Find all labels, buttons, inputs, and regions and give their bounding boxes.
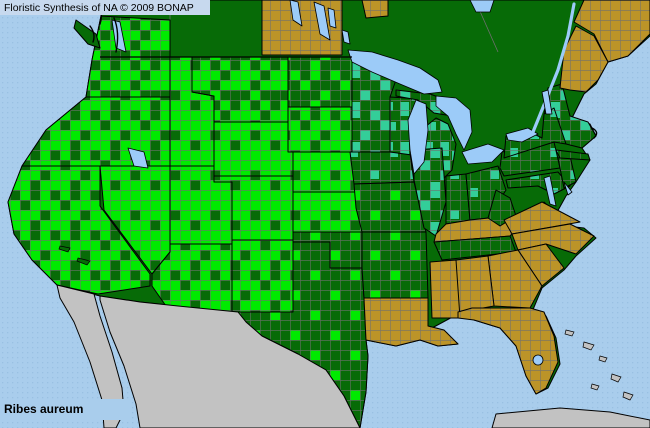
lake-michigan (407, 99, 429, 175)
state-mississippi (429, 259, 461, 319)
state-california (7, 165, 151, 295)
lake-winnipegosis (327, 7, 337, 29)
great-salt-lake (127, 147, 149, 169)
state-south-dakota (287, 106, 353, 153)
lake-superior (347, 49, 443, 95)
state-arkansas (361, 231, 429, 299)
region-bahamas (598, 355, 608, 363)
state-florida (457, 307, 559, 395)
state-missouri (353, 181, 427, 233)
state-wyoming (213, 121, 294, 177)
delaware-bay (563, 181, 573, 196)
state-iowa (349, 151, 415, 185)
state-virginia (503, 201, 581, 235)
channel-islands (76, 257, 91, 266)
lake-erie (461, 143, 505, 165)
state-long-island (555, 149, 591, 161)
lake-champlain (541, 89, 553, 115)
state-west-virginia (487, 189, 517, 227)
region-bahamas (622, 391, 634, 401)
state-north-dakota (287, 56, 353, 108)
region-cuba (491, 407, 650, 428)
lake-of-the-woods (341, 29, 351, 45)
state-maine (559, 25, 609, 93)
lake-manitoba (289, 0, 303, 27)
lake-okeechobee (532, 354, 544, 366)
species-label: Ribes aureum (4, 402, 83, 416)
region-bahamas (590, 383, 600, 391)
channel-islands (58, 245, 71, 253)
lake-huron (435, 95, 473, 151)
lake-winnipeg (313, 1, 331, 41)
state-louisiana (363, 297, 459, 347)
james-bay (469, 0, 495, 13)
puget-sound (111, 19, 127, 53)
region-bahamas (564, 329, 575, 337)
region-baja-california (56, 284, 125, 428)
region-mexico (99, 295, 361, 428)
title-box (0, 0, 210, 15)
cape-cod (591, 127, 598, 139)
region-ontario-nw-patch (361, 0, 389, 19)
lake-ontario (505, 127, 539, 143)
region-bahamas (610, 373, 622, 383)
map-title: Floristic Synthesis of NA © 2009 BONAP (4, 2, 194, 14)
region-bahamas (582, 341, 595, 351)
region-maritimes (573, 0, 650, 63)
st-lawrence-river (531, 2, 576, 134)
chesapeake-bay (543, 175, 557, 207)
region-new-england (543, 83, 597, 149)
state-new-mexico (231, 239, 294, 313)
species-label-box (0, 399, 130, 420)
